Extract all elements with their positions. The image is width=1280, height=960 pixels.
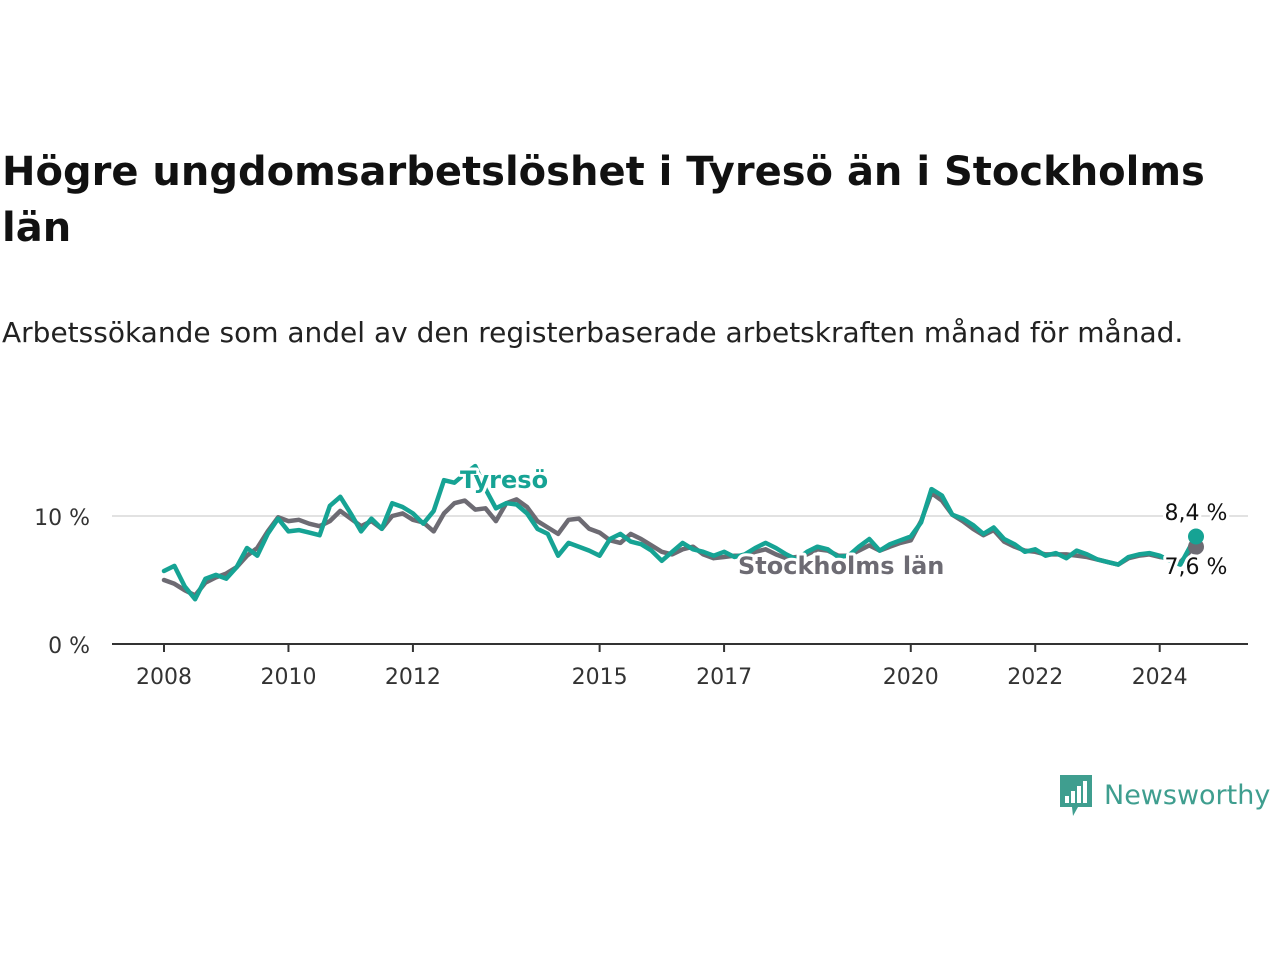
chart-subtitle: Arbetssökande som andel av den registerb…: [2, 316, 1184, 349]
series-label-stockholm: Stockholms län: [738, 552, 944, 580]
series-label-tyreso-halo: Tyresö: [460, 466, 548, 494]
x-tick-label: 2012: [385, 665, 441, 690]
x-tick-label: 2022: [1007, 665, 1063, 690]
line-chart: 0 % 10 % 2008 2010 2012 2015 2017 2020 2022 2024 8…: [34, 463, 1248, 690]
series-label-tyreso: Tyresö: [460, 466, 548, 494]
x-tick-label: 2024: [1132, 665, 1188, 690]
y-tick-label: 10 %: [34, 506, 90, 531]
series-label-stockholm-halo: Stockholms län: [738, 552, 944, 580]
x-tick-label: 2010: [260, 665, 316, 690]
newsworthy-logo-icon: [1060, 775, 1092, 816]
end-label-stockholm-halo: 7,6 %: [1165, 555, 1228, 580]
end-label-tyreso-halo: 8,4 %: [1165, 501, 1228, 526]
end-label-stockholm: 7,6 %: [1165, 555, 1228, 580]
series-line-tyreso: [161, 463, 1199, 602]
chart-title: Högre ungdomsarbetslöshet i Tyresö än i …: [2, 149, 1205, 251]
y-tick-label: 0 %: [48, 634, 90, 659]
end-label-tyreso: 8,4 %: [1165, 501, 1228, 526]
brand-name: Newsworthy: [1104, 779, 1271, 811]
x-tick-label: 2008: [136, 665, 192, 690]
brand[interactable]: Newsworthy: [1058, 772, 1270, 818]
x-tick-label: 2020: [883, 665, 939, 690]
x-tick-label: 2015: [572, 665, 628, 690]
x-tick-label: 2017: [696, 665, 752, 690]
end-point-tyreso: [1188, 528, 1204, 545]
